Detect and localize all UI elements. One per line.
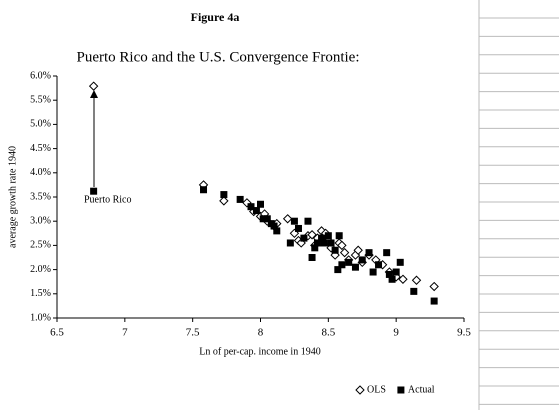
ols-point — [282, 214, 293, 224]
actual-point — [338, 261, 346, 269]
actual-point — [257, 200, 264, 208]
actual-point — [320, 239, 328, 247]
y-tick-label: 4.5% — [30, 143, 51, 154]
ols-point — [355, 385, 365, 395]
actual-point — [247, 203, 255, 211]
actual-point — [430, 297, 438, 305]
actual-point — [375, 261, 383, 269]
actual-point — [397, 386, 405, 394]
chart-title: Puerto Rico and the U.S. Convergence Fro… — [76, 49, 359, 65]
ols-point — [411, 275, 422, 285]
actual-point — [331, 246, 339, 254]
actual-point — [290, 217, 298, 225]
actual-point — [369, 268, 377, 276]
actual-point — [334, 266, 342, 274]
actual-point — [324, 232, 332, 240]
actual-point — [318, 234, 326, 242]
ols-point — [337, 240, 347, 251]
ols-point — [307, 230, 317, 240]
actual-point — [270, 222, 278, 230]
x-tick-label: 8.5 — [321, 327, 335, 339]
actual-point — [335, 232, 343, 240]
y-tick-label: 4.0% — [30, 167, 51, 178]
actual-point — [327, 239, 335, 247]
actual-point — [300, 234, 308, 242]
actual-point — [313, 239, 321, 247]
y-tick-label: 5.5% — [30, 94, 51, 105]
actual-point — [311, 244, 319, 252]
actual-point — [358, 256, 366, 264]
ols-point — [219, 196, 229, 206]
y-tick-label: 2.5% — [30, 240, 51, 251]
legend-item: OLS — [355, 384, 386, 395]
legend-label: OLS — [367, 384, 386, 395]
y-tick-label: 3.0% — [30, 215, 51, 226]
y-axis-label: average growth rate 1940 — [7, 146, 18, 248]
y-tick-label: 2.0% — [30, 264, 51, 275]
annotation: Puerto Rico — [84, 194, 132, 205]
y-tick-label: 1.0% — [30, 312, 51, 323]
y-tick-label: 5.0% — [30, 119, 51, 130]
legend-label: Actual — [408, 384, 435, 395]
actual-point — [351, 263, 359, 271]
actual-point — [308, 254, 316, 261]
ols-point — [398, 274, 408, 284]
actual-point — [345, 258, 353, 266]
ols-point — [289, 228, 300, 239]
actual-point — [396, 258, 404, 266]
y-tick-label: 1.5% — [30, 288, 51, 299]
y-tick-label: 6.0% — [30, 70, 51, 81]
actual-point — [410, 287, 418, 295]
x-axis-label: Ln of per-cap. income in 1940 — [199, 346, 320, 357]
actual-point — [385, 270, 393, 278]
actual-point — [263, 215, 271, 223]
actual-point — [259, 215, 267, 223]
actual-point — [90, 187, 98, 195]
actual-point — [383, 249, 391, 257]
x-tick-label: 7 — [122, 327, 128, 339]
x-tick-label: 7.5 — [186, 327, 200, 339]
ols-point — [353, 245, 363, 255]
legend-item: Actual — [397, 384, 435, 395]
ols-point — [339, 247, 350, 258]
actual-point — [286, 239, 294, 247]
ols-point — [429, 281, 439, 292]
x-tick-label: 9 — [393, 327, 399, 339]
actual-point — [200, 186, 208, 194]
actual-point — [236, 195, 244, 203]
actual-point — [294, 224, 302, 232]
sheet-rows — [479, 17, 559, 405]
actual-point — [273, 227, 281, 235]
ols-point — [88, 81, 99, 91]
actual-point — [252, 207, 260, 215]
actual-point — [220, 191, 228, 199]
x-tick-label: 9.5 — [457, 327, 471, 339]
figure-label: Figure 4a — [191, 10, 240, 24]
x-tick-label: 6.5 — [50, 327, 64, 339]
actual-point — [304, 217, 312, 225]
actual-point — [392, 268, 400, 276]
actual-point — [365, 249, 373, 257]
x-tick-label: 8 — [258, 327, 264, 339]
actual-point — [388, 275, 396, 283]
y-tick-label: 3.5% — [30, 191, 51, 202]
